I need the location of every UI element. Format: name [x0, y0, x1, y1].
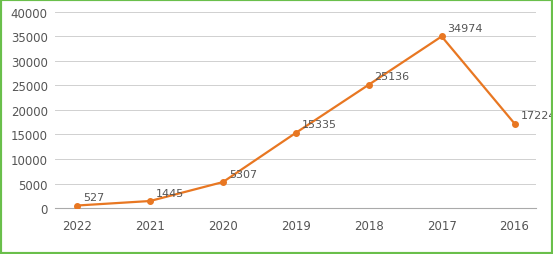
Text: 15335: 15335	[302, 120, 337, 130]
Text: 34974: 34974	[447, 24, 483, 34]
Text: 17224: 17224	[520, 111, 553, 121]
Text: 527: 527	[83, 192, 105, 202]
Text: 25136: 25136	[374, 72, 410, 82]
Text: 1445: 1445	[156, 188, 184, 198]
Text: 5307: 5307	[229, 169, 257, 179]
